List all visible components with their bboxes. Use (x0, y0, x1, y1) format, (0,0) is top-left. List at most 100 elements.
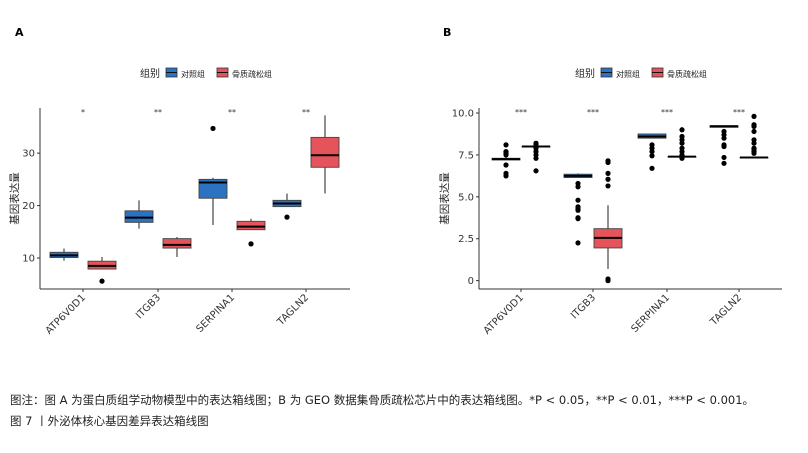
box-control (491, 142, 521, 179)
panel-label: A (15, 26, 24, 39)
legend-title: 组别 (575, 67, 595, 80)
outlier-point (649, 148, 655, 155)
y-tick-label: 10 (22, 254, 35, 265)
significance-label: *** (661, 108, 673, 117)
significance-label: *** (733, 108, 745, 117)
significance-label: *** (515, 108, 527, 117)
significance-label: ** (154, 108, 162, 117)
outlier-point (503, 152, 509, 158)
x-tick-label: ATP6V0D1 (44, 292, 88, 336)
x-tick-label: SERPINA1 (629, 292, 672, 335)
outlier-point (751, 128, 757, 135)
significance-label: * (81, 108, 85, 117)
legend: 组别 对照组 骨质疏松组 (575, 67, 707, 80)
y-tick-label: 2.5 (458, 234, 474, 245)
outlier-point (605, 176, 611, 182)
outlier-point (751, 113, 757, 119)
box-control (637, 133, 667, 171)
outlier-point (649, 165, 655, 171)
outlier-point (533, 168, 539, 174)
outlier-point (605, 183, 611, 189)
box (236, 220, 266, 231)
figure-title: 图 7 丨外泌体核心基因差异表达箱线图 (10, 414, 209, 428)
box-control (709, 125, 739, 166)
y-tick-label: 20 (22, 201, 35, 212)
outlier-point (503, 173, 509, 179)
box-osteoporosis (521, 140, 551, 174)
outlier-point (721, 154, 727, 161)
outlier-point (248, 241, 254, 247)
y-tick-label: 30 (22, 149, 35, 160)
legend-item: 对照组 (600, 67, 640, 79)
box-osteoporosis (739, 113, 769, 159)
y-axis-label: 基因表达量 (8, 172, 21, 225)
panel-b: B 组别 对照组 骨质疏松组 0 2.5 5.0 7.5 10.0 基因表达量 ATP6V0D1 **… (438, 26, 782, 337)
panel-a: A 组别 对照组 骨质疏松组 10 20 30 基因表达量 ATP6V0D1 * ITGB3 ** SE… (8, 26, 350, 337)
legend-label: 对照组 (181, 69, 205, 79)
outlier-point (751, 150, 757, 156)
outlier-point (284, 214, 290, 220)
box-osteoporosis (310, 115, 340, 194)
box-osteoporosis (667, 127, 697, 161)
outlier-point (605, 278, 611, 284)
outlier-point (575, 207, 581, 213)
box-osteoporosis (162, 237, 192, 257)
outlier-point (533, 155, 539, 161)
legend-label: 骨质疏松组 (667, 69, 707, 79)
box-control (563, 173, 593, 246)
legend-title: 组别 (140, 67, 160, 80)
legend-item: 骨质疏松组 (216, 67, 272, 79)
x-tick-label: ITGB3 (569, 292, 598, 321)
legend-label: 对照组 (616, 69, 640, 79)
y-tick-label: 7.5 (458, 150, 474, 161)
outlier-point (575, 216, 581, 222)
y-tick-label: 10.0 (452, 109, 474, 120)
legend: 组别 对照组 骨质疏松组 (140, 67, 272, 80)
outlier-point (751, 140, 757, 146)
box-control (124, 200, 154, 229)
outlier-point (503, 142, 509, 148)
outlier-point (679, 155, 685, 161)
box (198, 178, 228, 199)
legend-item: 骨质疏松组 (651, 67, 707, 79)
y-tick-label: 0 (468, 276, 474, 287)
outlier-point (751, 123, 757, 130)
y-tick-label: 5.0 (458, 192, 474, 203)
outlier-point (679, 140, 685, 146)
box (310, 136, 340, 168)
outlier-point (649, 153, 655, 159)
x-tick-label: ATP6V0D1 (482, 292, 526, 336)
outlier-point (575, 184, 581, 190)
x-tick-label: TAGLN2 (708, 292, 744, 328)
significance-label: ** (228, 108, 236, 117)
outlier-point (721, 135, 727, 141)
outlier-point (503, 162, 509, 168)
box-osteoporosis (236, 218, 266, 247)
box-osteoporosis (87, 256, 117, 284)
outlier-point (721, 160, 727, 166)
outlier-point (721, 143, 727, 150)
outlier-point (210, 125, 216, 132)
legend-item: 对照组 (165, 67, 205, 79)
outlier-point (605, 170, 611, 176)
panel-label: B (443, 26, 451, 39)
significance-label: *** (587, 108, 599, 117)
outlier-point (575, 197, 581, 203)
legend-label: 骨质疏松组 (232, 69, 272, 79)
box-control (49, 248, 79, 261)
x-tick-label: ITGB3 (134, 292, 163, 321)
outlier-point (679, 127, 685, 133)
x-tick-label: SERPINA1 (194, 292, 237, 335)
box (124, 210, 154, 223)
y-axis-label: 基因表达量 (438, 172, 451, 225)
box-control (198, 125, 228, 225)
x-tick-label: TAGLN2 (275, 292, 311, 328)
outlier-point (575, 240, 581, 246)
box-osteoporosis (593, 158, 623, 284)
significance-label: ** (302, 108, 310, 117)
box (162, 238, 192, 249)
box-control (272, 193, 302, 220)
outlier-point (605, 159, 611, 166)
figure-note: 图注：图 A 为蛋白质组学动物模型中的表达箱线图；B 为 GEO 数据集骨质疏松… (10, 393, 755, 407)
